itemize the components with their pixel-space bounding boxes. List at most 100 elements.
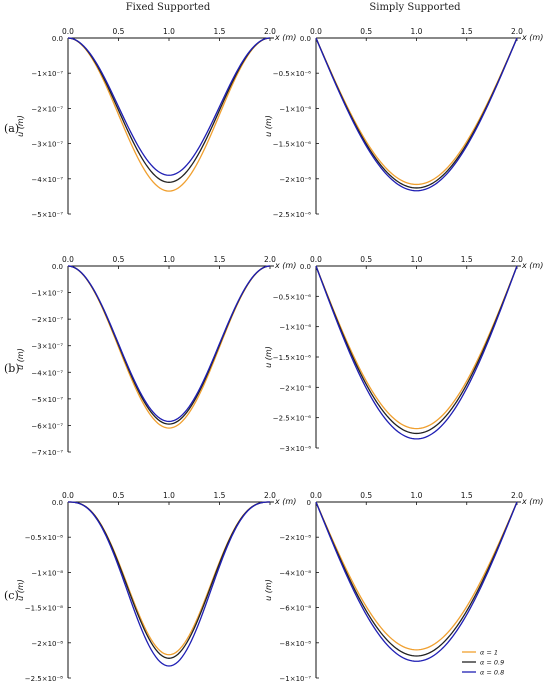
x-tick-label: 0.5 [113,491,125,500]
series-line-alpha-1 [67,265,271,429]
row-label-b: (b) [4,362,20,375]
y-tick-label: −1×10⁻⁶ [279,324,311,332]
y-tick-label: −1×10⁻⁷ [279,675,311,683]
x-tick-label: 1.0 [163,255,175,264]
x-tick-label: 1.5 [214,491,226,500]
legend-label: α = 1 [480,649,498,657]
x-axis-label: x (m) [521,497,543,506]
x-tick-label: 1.0 [163,491,175,500]
y-tick-label: −2×10⁻⁶ [279,384,311,392]
x-tick-label: 0.0 [310,255,322,264]
series-line-alpha-1 [315,265,518,430]
y-tick-label: −2.5×10⁻⁸ [25,675,63,683]
x-tick-label: 0.5 [113,255,125,264]
series-line-alpha-0-8 [315,501,518,662]
x-axis-label: x (m) [274,33,296,42]
y-tick-label: −2×10⁻⁸ [31,640,63,648]
series-line-alpha-1 [67,501,271,656]
y-tick-label: −2×10⁻⁸ [279,534,311,542]
y-tick-label: 0.0 [52,499,63,507]
y-axis-label: u (m) [264,346,273,368]
x-tick-label: 0.5 [360,491,372,500]
y-tick-label: 0.0 [52,35,63,43]
series-line-alpha-0-9 [67,37,271,183]
x-tick-label: 2.0 [511,27,523,36]
y-tick-label: −1.5×10⁻⁶ [273,354,311,362]
y-axis-label: u (m) [16,579,25,601]
x-tick-label: 0.0 [62,255,74,264]
row-label-a: (a) [4,122,20,135]
y-tick-label: −3×10⁻⁷ [31,343,63,351]
y-tick-label: −3×10⁻⁷ [31,141,63,149]
x-tick-label: 1.5 [461,27,473,36]
y-tick-label: −2.5×10⁻⁶ [273,211,311,219]
series-line-alpha-0-8 [315,265,518,440]
series-line-alpha-0-8 [315,37,518,192]
y-tick-label: −4×10⁻⁸ [279,569,311,577]
y-tick-label: −1×10⁻⁷ [31,290,63,298]
y-tick-label: −6×10⁻⁸ [279,605,311,613]
x-tick-label: 0.0 [310,491,322,500]
y-axis-label: u (m) [264,115,273,137]
y-tick-label: −3×10⁻⁶ [279,445,311,453]
y-tick-label: −1×10⁻⁶ [279,105,311,113]
x-tick-label: 2.0 [511,255,523,264]
x-tick-label: 1.5 [214,27,226,36]
series-line-alpha-0-8 [67,501,271,667]
x-tick-label: 1.0 [411,27,423,36]
x-tick-label: 1.0 [411,491,423,500]
series-line-alpha-0-8 [67,265,271,423]
y-tick-label: −4×10⁻⁷ [31,176,63,184]
y-tick-label: −8×10⁻⁸ [279,640,311,648]
x-tick-label: 0.0 [310,27,322,36]
y-tick-label: −0.5×10⁻⁸ [25,534,63,542]
x-tick-label: 2.0 [264,491,276,500]
y-tick-label: −5×10⁻⁷ [31,396,63,404]
y-tick-label: 0.0 [52,263,63,271]
y-tick-label: −5×10⁻⁷ [31,211,63,219]
row-label-c: (c) [4,589,19,602]
x-tick-label: 2.0 [264,255,276,264]
column-title-simply: Simply Supported [369,2,461,13]
series-line-alpha-0-9 [67,265,271,425]
y-axis-label: u (m) [16,348,25,370]
series-line-alpha-1 [315,501,518,651]
y-tick-label: −1.5×10⁻⁸ [25,605,63,613]
y-tick-label: −0.5×10⁻⁶ [273,70,311,78]
y-tick-label: −7×10⁻⁷ [31,449,63,457]
x-axis-label: x (m) [521,33,543,42]
series-line-alpha-0-9 [315,501,518,657]
x-tick-label: 0.0 [62,27,74,36]
y-axis-label: u (m) [16,115,25,137]
y-tick-label: −1.5×10⁻⁶ [273,141,311,149]
x-tick-label: 2.0 [264,27,276,36]
x-tick-label: 2.0 [511,491,523,500]
x-tick-label: 1.5 [214,255,226,264]
column-title-fixed: Fixed Supported [125,2,211,13]
x-tick-label: 1.5 [461,491,473,500]
y-tick-label: 0.0 [300,263,311,271]
x-tick-label: 1.5 [461,255,473,264]
y-tick-label: −2.5×10⁻⁶ [273,415,311,423]
y-tick-label: 0.0 [300,35,311,43]
series-line-alpha-1 [315,37,518,186]
x-tick-label: 0.5 [360,255,372,264]
x-axis-label: x (m) [274,497,296,506]
y-tick-label: −2×10⁻⁶ [279,176,311,184]
y-tick-label: −2×10⁻⁷ [31,105,63,113]
y-tick-label: −6×10⁻⁷ [31,422,63,430]
y-tick-label: −0.5×10⁻⁶ [273,293,311,301]
series-line-alpha-0-9 [315,265,518,435]
x-axis-label: x (m) [274,261,296,270]
y-tick-label: 0 [307,499,311,507]
x-tick-label: 1.0 [411,255,423,264]
series-line-alpha-0-9 [315,37,518,189]
y-tick-label: −1×10⁻⁸ [31,569,63,577]
legend-label: α = 0.8 [480,669,504,677]
x-tick-label: 0.5 [360,27,372,36]
series-line-alpha-0-8 [67,37,271,176]
x-tick-label: 0.0 [62,491,74,500]
legend-label: α = 0.9 [480,659,504,667]
x-axis-label: x (m) [521,261,543,270]
